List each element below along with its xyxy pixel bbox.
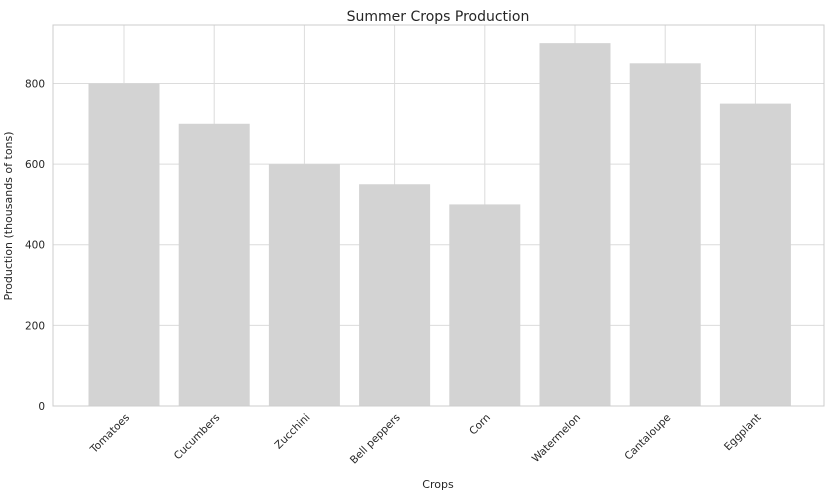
- bar-eggplant: [719, 103, 791, 406]
- bar-cucumbers: [178, 123, 250, 407]
- bar-cantaloupe: [629, 63, 701, 407]
- y-tick-label: 200: [25, 320, 45, 332]
- bar-watermelon: [539, 43, 611, 407]
- bars: [88, 43, 791, 407]
- bar-zucchini: [268, 164, 340, 406]
- x-axis-label: Crops: [422, 478, 454, 491]
- bar-bell-peppers: [359, 184, 431, 406]
- bar-tomatoes: [88, 83, 160, 406]
- y-tick-label: 800: [25, 78, 45, 90]
- y-tick-label: 600: [25, 159, 45, 171]
- y-tick-labels: 0 200 400 600 800: [25, 78, 45, 413]
- y-tick-label: 400: [25, 240, 45, 252]
- chart-title: Summer Crops Production: [347, 9, 530, 25]
- plot-frame: [52, 24, 825, 407]
- bar-corn: [449, 204, 521, 406]
- y-tick-label: 0: [38, 401, 45, 413]
- y-axis-label: Production (thousands of tons): [2, 131, 15, 300]
